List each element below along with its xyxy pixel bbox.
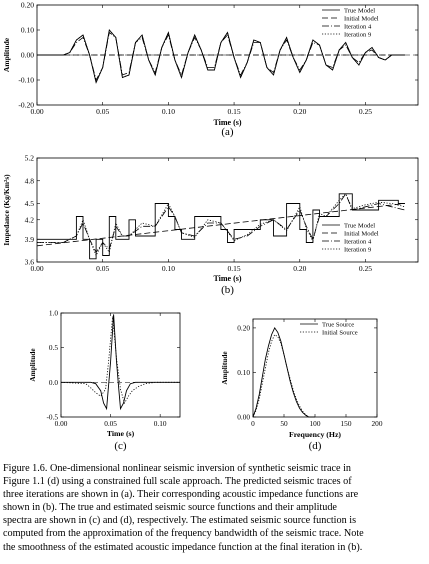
y-tick-label: 3.9 bbox=[25, 235, 35, 244]
panel-label: (c) bbox=[114, 440, 127, 452]
caption-line: computed from the approximation of the f… bbox=[3, 528, 364, 540]
x-tick-label: 0 bbox=[251, 419, 255, 428]
x-axis-label: Frequency (Hz) bbox=[289, 430, 341, 439]
x-tick-label: 150 bbox=[341, 419, 352, 428]
y-tick-label: 0.00 bbox=[21, 51, 34, 60]
chart-panel-1: 0.00 0.05 0.10 0.15 0.20 0.25 5.2 4.8 4.5 4.2 3.9 3… bbox=[2, 154, 419, 296]
y-axis-label: Amplitude bbox=[220, 351, 229, 385]
x-tick-label: 0.10 bbox=[154, 419, 167, 428]
y-tick-label: 0.10 bbox=[21, 26, 34, 35]
series-line bbox=[252, 333, 315, 418]
legend-label: True Model bbox=[344, 223, 375, 230]
x-tick-label: 0.05 bbox=[104, 419, 117, 428]
x-tick-label: 0.00 bbox=[30, 264, 43, 273]
legend-label: Iteration 4 bbox=[344, 24, 372, 31]
y-tick-label: 1.0 bbox=[49, 309, 58, 318]
series-line bbox=[37, 31, 405, 82]
series-line bbox=[60, 316, 180, 405]
series-line bbox=[37, 29, 405, 84]
plot-frame bbox=[36, 157, 419, 263]
y-tick-label: 0.00 bbox=[237, 413, 250, 422]
x-axis-label: Time (s) bbox=[213, 274, 241, 283]
x-tick-label: 0.05 bbox=[96, 107, 109, 116]
y-axis-label: Impedance (Kg/Km²s) bbox=[2, 174, 11, 246]
caption-line: the smoothness of the estimated acoustic… bbox=[3, 541, 363, 553]
x-tick-label: 0.15 bbox=[228, 107, 241, 116]
x-tick-label: 0.25 bbox=[359, 107, 372, 116]
figure-caption: Figure 1.6. One-dimensional nonlinear se… bbox=[3, 462, 427, 554]
x-axis-label: Time (s) bbox=[213, 118, 241, 127]
x-tick-label: 0.05 bbox=[96, 264, 109, 273]
legend-label: Iteration 9 bbox=[344, 32, 372, 39]
y-tick-label: 0.20 bbox=[21, 1, 34, 10]
y-tick-label: -0.10 bbox=[18, 76, 34, 85]
plot-frame bbox=[60, 312, 181, 418]
x-axis-label: Time (s) bbox=[107, 429, 135, 438]
caption-line: three iterations are shown in (a). Their… bbox=[3, 489, 359, 501]
y-tick-label: 0.20 bbox=[237, 323, 250, 332]
legend-label: Iteration 9 bbox=[344, 247, 372, 254]
chart-panel-3: 0 50 100 150 200 0.20 0.10 0.00 Frequency (Hz) Am… bbox=[220, 318, 383, 452]
caption-line: Figure 1.1 (d) using a constrained full … bbox=[3, 476, 352, 488]
y-tick-label: 5.2 bbox=[25, 154, 35, 163]
x-tick-label: 0.10 bbox=[162, 264, 175, 273]
x-tick-label: 100 bbox=[310, 419, 321, 428]
y-axis-label: Amplitude bbox=[2, 37, 11, 72]
series-line bbox=[252, 326, 315, 418]
legend-label: True Model bbox=[344, 8, 375, 15]
series-line bbox=[37, 192, 405, 254]
y-tick-label: 0.0 bbox=[49, 378, 58, 387]
caption-line: Figure 1.6. One-dimensional nonlinear se… bbox=[3, 463, 351, 474]
y-tick-label: -0.20 bbox=[18, 101, 34, 110]
y-tick-label: 4.8 bbox=[25, 176, 35, 185]
legend-label: Initial Source bbox=[322, 330, 358, 337]
legend-label: Initial Model bbox=[344, 231, 379, 238]
y-tick-label: 3.6 bbox=[25, 258, 35, 267]
x-tick-label: 50 bbox=[280, 419, 288, 428]
chart-panel-0: 0.00 0.05 0.10 0.15 0.20 0.25 0.20 0.10 0.00 -0.1… bbox=[2, 1, 419, 138]
x-tick-label: 0.15 bbox=[228, 264, 241, 273]
figure-canvas: 0.00 0.05 0.10 0.15 0.20 0.250.200.100.00-0.1… bbox=[2, 1, 419, 452]
y-tick-label: 4.5 bbox=[25, 199, 35, 208]
panel-label: (b) bbox=[221, 284, 234, 296]
legend-label: Iteration 4 bbox=[344, 239, 372, 246]
legend-label: True Source bbox=[322, 322, 354, 329]
y-tick-label: 0.5 bbox=[49, 343, 58, 352]
legend-label: Initial Model bbox=[344, 16, 379, 23]
panel-label: (d) bbox=[309, 440, 322, 452]
x-tick-label: 0.10 bbox=[162, 107, 175, 116]
caption-line: spectra are shown in (c) and (d), respec… bbox=[3, 515, 357, 527]
y-axis-label: Amplitude bbox=[28, 348, 37, 382]
x-tick-label: 0.25 bbox=[359, 264, 372, 273]
chart-panel-2: 0.00 0.05 0.10 1.0 0.5 0.0 -0.5 Time (s) Amplitu… bbox=[28, 309, 181, 452]
x-tick-label: 0.00 bbox=[30, 107, 43, 116]
caption-line: shown in (b). The true and estimated sei… bbox=[3, 502, 337, 514]
x-tick-label: 0.00 bbox=[55, 419, 68, 428]
x-tick-label: 0.20 bbox=[293, 264, 306, 273]
y-tick-label: 4.2 bbox=[25, 215, 35, 224]
series-line bbox=[36, 203, 405, 247]
x-tick-label: 200 bbox=[372, 419, 383, 428]
series-line bbox=[61, 314, 180, 411]
y-tick-label: -0.5 bbox=[46, 413, 58, 422]
y-tick-label: 0.10 bbox=[237, 368, 250, 377]
panel-label: (a) bbox=[221, 126, 234, 138]
x-tick-label: 0.20 bbox=[293, 107, 306, 116]
